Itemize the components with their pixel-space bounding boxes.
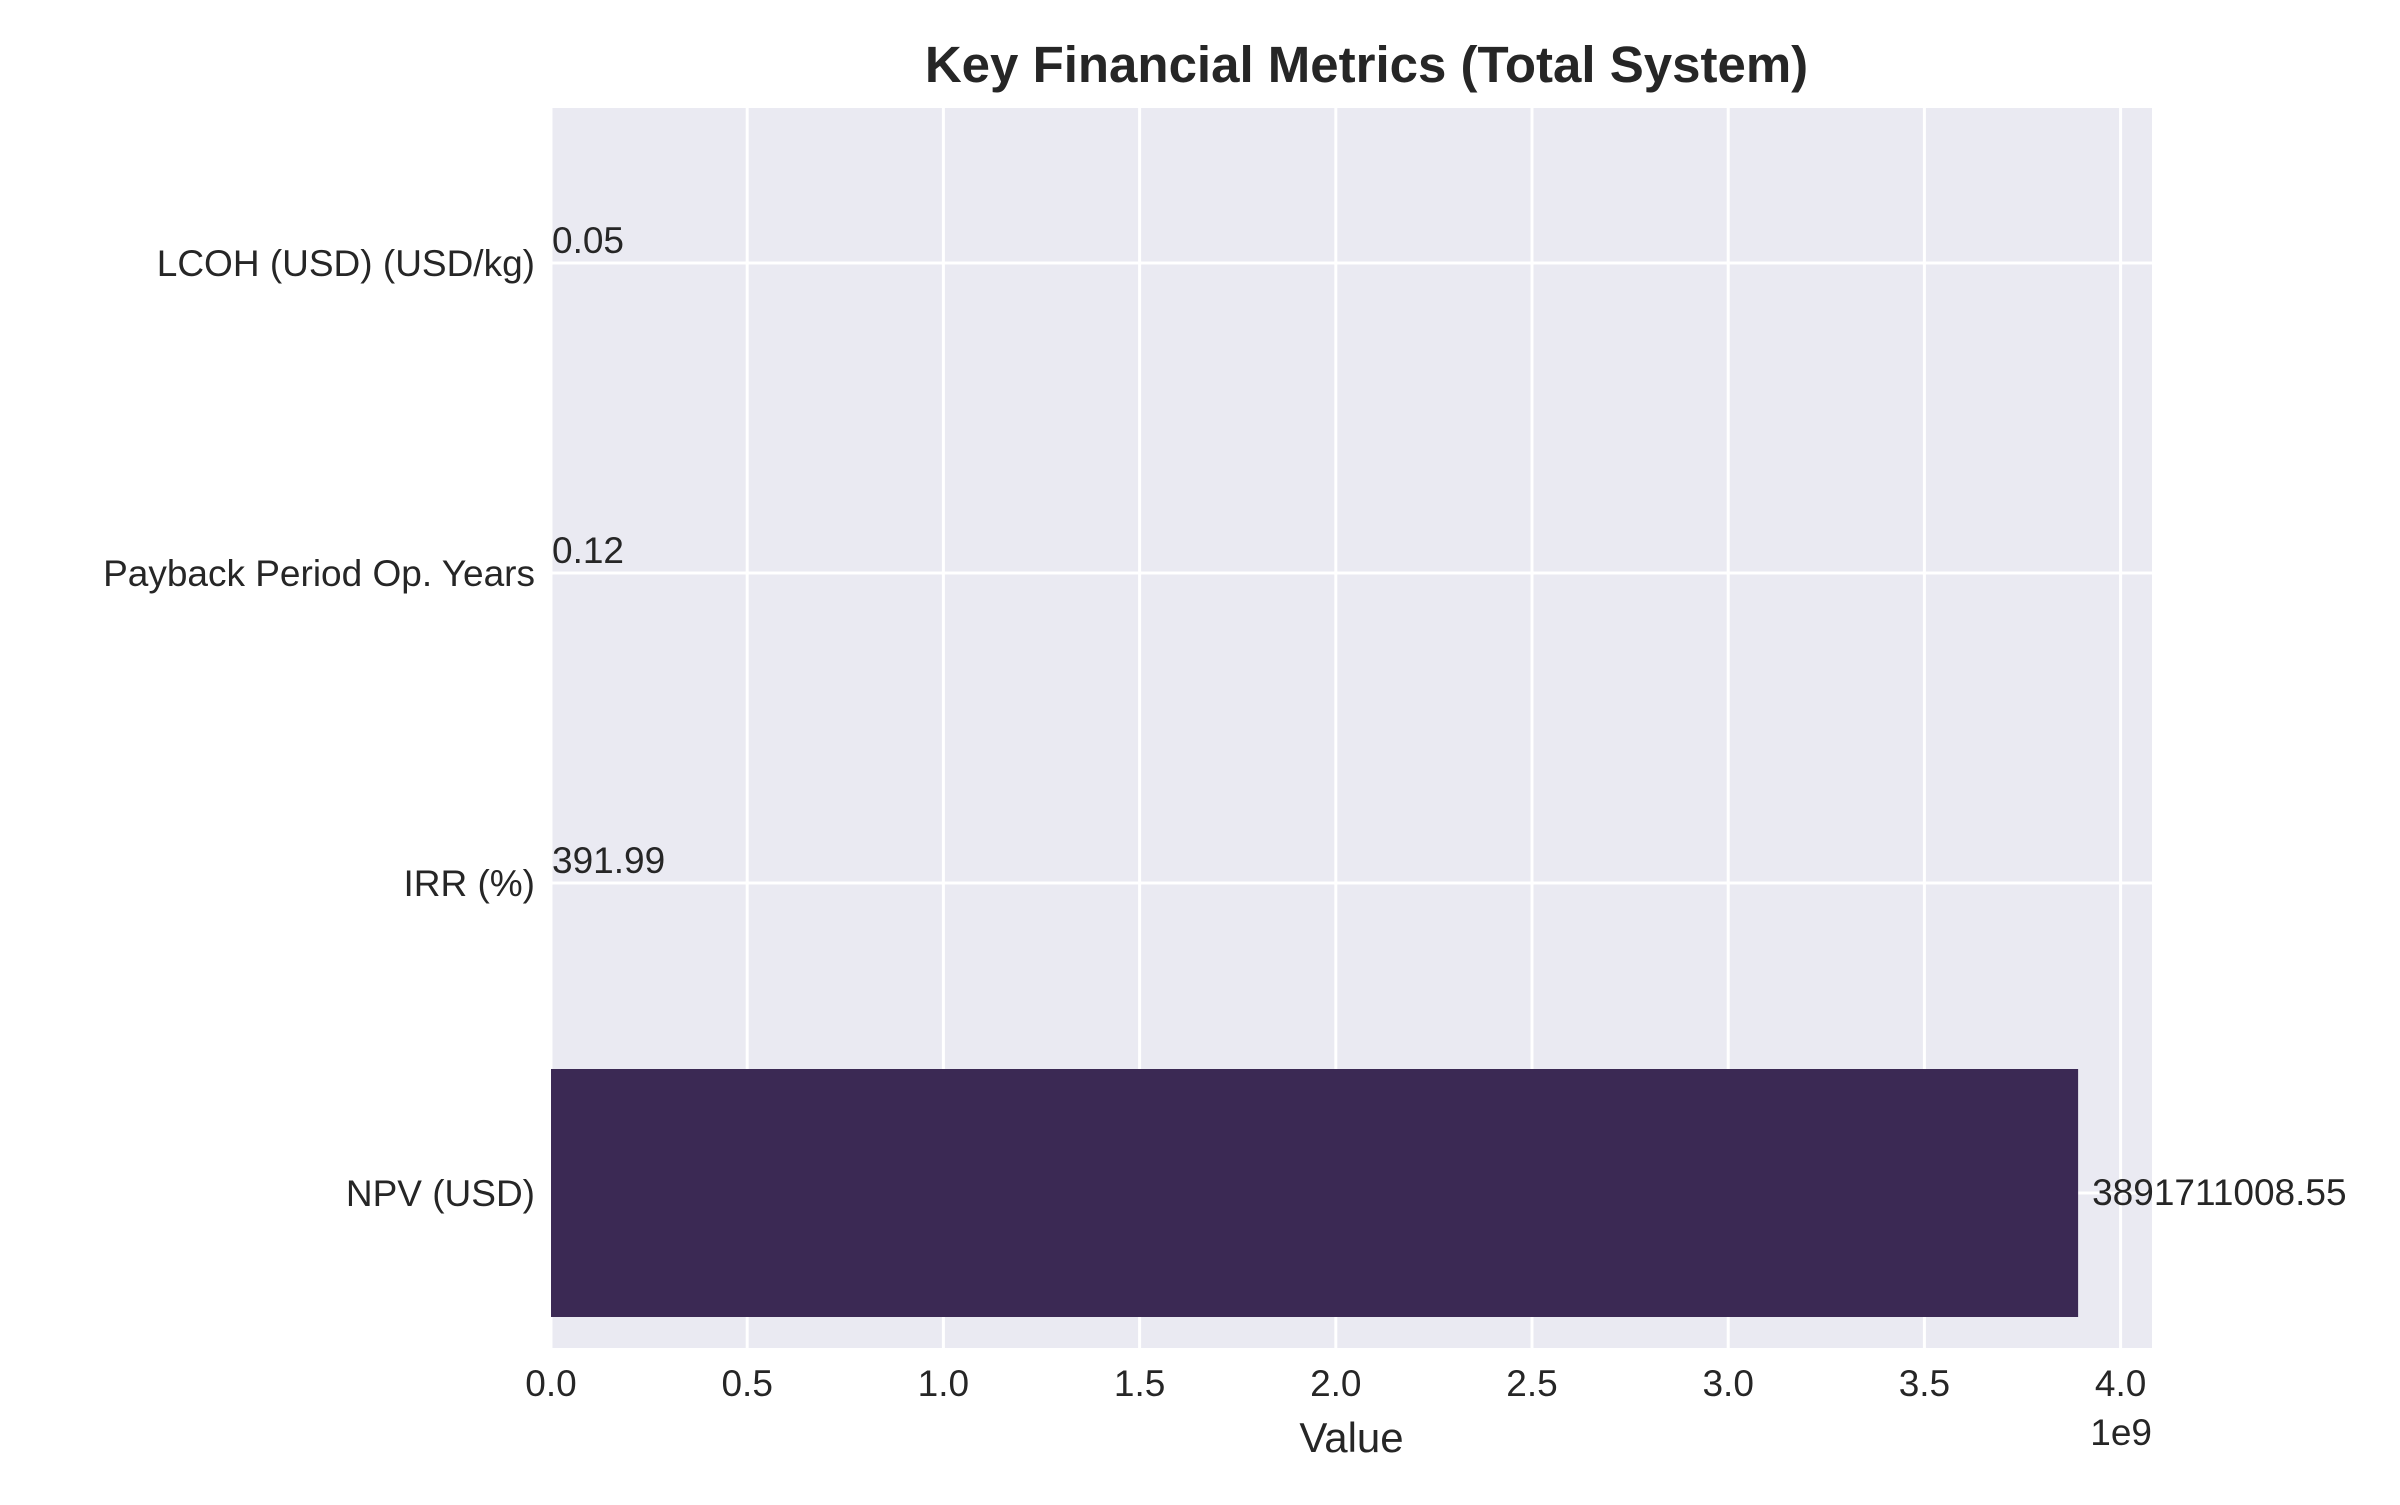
y-tick-label: IRR (%) [403, 863, 535, 904]
x-tick-label: 1.5 [1114, 1363, 1165, 1404]
value-label: 0.05 [552, 220, 624, 261]
value-label: 0.12 [552, 530, 624, 571]
bar [551, 1069, 2078, 1317]
y-tick-label: LCOH (USD) (USD/kg) [157, 243, 535, 284]
x-tick-label: 0.0 [525, 1363, 576, 1404]
value-label: 391.99 [552, 840, 665, 881]
x-tick-label: 1.0 [918, 1363, 969, 1404]
x-tick-label: 3.0 [1702, 1363, 1753, 1404]
x-tick-label: 2.0 [1310, 1363, 1361, 1404]
y-axis-ticks: NPV (USD) IRR (%) Payback Period Op. Years… [103, 243, 535, 1214]
chart-title: Key Financial Metrics (Total System) [925, 36, 1808, 93]
x-axis-offset-label: 1e9 [2090, 1412, 2152, 1453]
x-tick-label: 3.5 [1899, 1363, 1950, 1404]
y-tick-label: Payback Period Op. Years [103, 553, 535, 594]
x-tick-label: 0.5 [721, 1363, 772, 1404]
x-tick-label: 2.5 [1506, 1363, 1557, 1404]
x-tick-label: 4.0 [2095, 1363, 2146, 1404]
x-axis-ticks: 0.0 0.5 1.0 1.5 2.0 2.5 3.0 3.5 4.0 [525, 1363, 2146, 1404]
value-label: 3891711008.55 [2092, 1172, 2346, 1213]
x-axis-label: Value [1299, 1414, 1403, 1461]
y-tick-label: NPV (USD) [346, 1173, 535, 1214]
